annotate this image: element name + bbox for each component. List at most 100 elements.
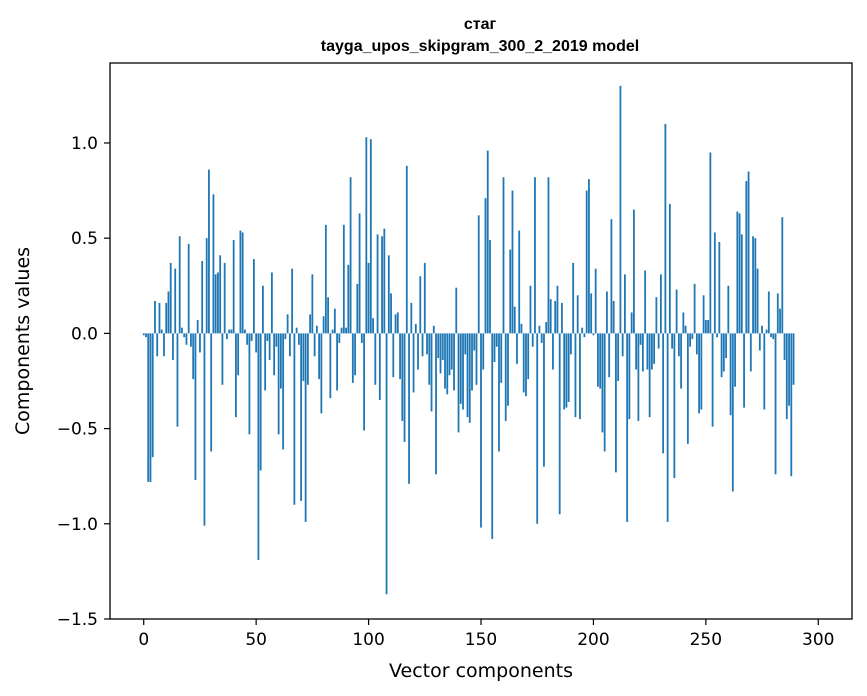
bar (149, 333, 152, 482)
bar (731, 333, 734, 492)
bar (520, 323, 523, 334)
bar (504, 333, 507, 421)
bar (637, 333, 640, 421)
bar (421, 333, 424, 357)
bar (477, 215, 480, 334)
bar (142, 333, 145, 336)
bar (599, 333, 602, 389)
bar (758, 333, 761, 351)
y-tick-label: 0.5 (71, 229, 98, 249)
bar (740, 234, 743, 334)
bar (376, 234, 379, 334)
bar (727, 285, 730, 334)
bar (336, 333, 338, 391)
bar (183, 333, 186, 338)
bar (255, 333, 258, 353)
bar (763, 333, 766, 410)
bar (545, 321, 548, 334)
bar (650, 333, 653, 370)
bar (657, 333, 660, 349)
bar (401, 333, 404, 421)
bar (147, 333, 150, 482)
bar (385, 333, 388, 595)
bar (664, 123, 667, 334)
bar (437, 333, 440, 359)
bar (713, 232, 716, 334)
bar (210, 333, 213, 452)
ticks-group: 0 50 100 150 200 250 300 −1.5 −1.0 −0.5 0.0 0.5 1.0 (57, 134, 835, 650)
bar (410, 302, 413, 334)
bar (165, 302, 168, 334)
bar (190, 333, 192, 347)
bar (543, 333, 545, 467)
bar (187, 243, 190, 334)
bar (475, 333, 478, 385)
bar (223, 262, 226, 334)
bar (248, 333, 251, 435)
bar (516, 333, 518, 364)
bar (322, 316, 325, 334)
bar (738, 213, 741, 334)
bar (266, 333, 269, 341)
bar (482, 333, 485, 370)
bar (176, 333, 179, 427)
bar (729, 333, 732, 416)
bar (160, 329, 163, 334)
bar (403, 333, 406, 442)
bar (408, 333, 410, 484)
bar (333, 308, 336, 334)
bar (633, 209, 635, 334)
bar (450, 333, 453, 370)
bar (228, 329, 231, 334)
bar (749, 333, 752, 372)
bar (565, 333, 568, 408)
bar (639, 333, 642, 345)
bar (259, 333, 262, 471)
bar (446, 333, 449, 395)
bar (529, 285, 532, 334)
bar (394, 314, 397, 334)
bar (286, 314, 289, 334)
bar (666, 333, 669, 522)
bar (536, 333, 539, 524)
bar (702, 295, 705, 334)
bar (561, 302, 563, 334)
bar (453, 333, 455, 391)
x-axis-label: Vector components (389, 660, 573, 682)
bar (704, 320, 707, 334)
bar (372, 318, 374, 334)
bar (390, 293, 392, 334)
bar (684, 325, 687, 334)
bar (351, 333, 354, 383)
bar (378, 333, 381, 401)
bar (480, 333, 482, 528)
bar (270, 272, 273, 334)
bar (592, 333, 595, 336)
bar (511, 190, 514, 334)
bar (441, 333, 444, 361)
bar (367, 262, 370, 334)
bar (158, 302, 161, 334)
bar (300, 333, 303, 501)
bar (527, 333, 530, 380)
bar (540, 333, 543, 343)
bar (230, 329, 233, 334)
bar (295, 327, 298, 334)
bar (579, 333, 581, 420)
bar (689, 333, 692, 347)
bar (293, 333, 296, 505)
bar (414, 323, 417, 334)
bar (776, 293, 779, 334)
bar (163, 333, 165, 357)
bar (628, 333, 631, 420)
bar (268, 333, 271, 361)
bar (327, 297, 329, 334)
bar (154, 301, 156, 334)
bar (662, 333, 665, 454)
bar (709, 152, 712, 334)
bar (677, 333, 680, 357)
bar (558, 333, 561, 515)
bar (444, 333, 446, 389)
bar (484, 198, 487, 334)
bar (426, 333, 428, 355)
